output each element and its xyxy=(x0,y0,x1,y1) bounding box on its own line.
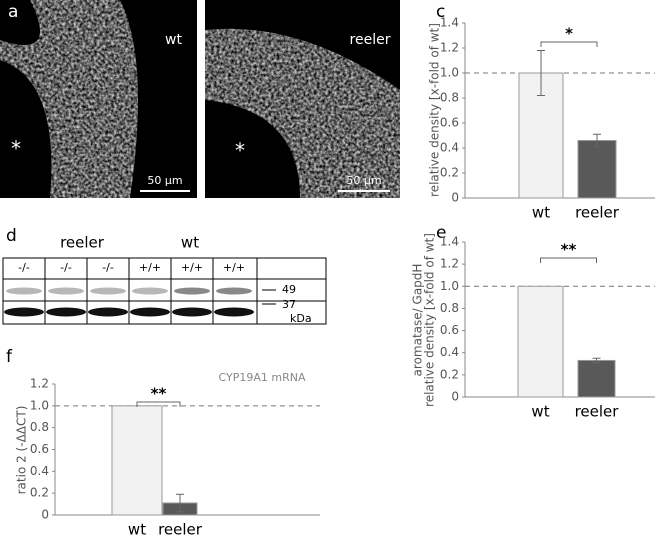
y-axis-label: relative density [x-fold of wt] xyxy=(423,233,437,407)
y-tick-label: 0.6 xyxy=(440,323,459,337)
y-tick-label: 0 xyxy=(451,191,459,205)
panel-b: b reeler * 50 µm xyxy=(205,0,400,198)
panel-letter: b xyxy=(213,2,224,22)
y-tick-label: 0.2 xyxy=(30,486,49,500)
panel-letter: a xyxy=(8,2,18,22)
lane-label: -/- xyxy=(102,261,114,274)
lane-label: +/+ xyxy=(223,261,245,274)
x-tick-label: reeler xyxy=(575,403,620,421)
significance-bracket xyxy=(540,41,598,47)
x-tick-label: reeler xyxy=(575,204,620,222)
asterisk: * xyxy=(235,139,245,163)
panel-d: d reeler wt 49 37 kDa -/- -/- -/- +/+ +/+ +/+ xyxy=(2,226,327,325)
significance-label: ** xyxy=(561,241,577,259)
panel-letter: e xyxy=(436,223,446,243)
band xyxy=(174,287,210,295)
x-tick-label: wt xyxy=(532,204,550,222)
x-tick-label: reeler xyxy=(158,521,203,538)
y-axis-label: relative density [x-fold of wt] xyxy=(428,23,442,197)
y-tick-label: 1.0 xyxy=(30,398,49,412)
band xyxy=(172,307,212,317)
panel-letter: c xyxy=(436,2,445,22)
lane-label: -/- xyxy=(18,261,30,274)
y-tick-label: 0.8 xyxy=(30,420,49,434)
bar xyxy=(577,140,617,199)
group-label: wt xyxy=(181,234,199,252)
y-tick-label: 0.4 xyxy=(440,345,459,359)
lane-label: +/+ xyxy=(181,261,203,274)
marker-label: 37 xyxy=(282,298,296,311)
significance-label: ** xyxy=(151,385,167,403)
y-tick-label: 0.2 xyxy=(440,166,459,180)
y-tick-label: 0.4 xyxy=(30,464,49,478)
significance-label: * xyxy=(565,25,573,43)
band xyxy=(132,287,168,295)
y-tick-label: 1.2 xyxy=(440,41,459,55)
bar xyxy=(577,359,616,398)
lane-label: +/+ xyxy=(139,261,161,274)
significance-bracket xyxy=(136,401,181,407)
panel-letter: f xyxy=(6,347,13,367)
panel-letter: d xyxy=(6,226,17,246)
y-axis-label: aromatase/ GapdH xyxy=(411,264,425,377)
genotype: reeler xyxy=(350,32,391,48)
band xyxy=(216,287,252,295)
scale-label: 50 µm xyxy=(346,174,381,187)
marker-label: 49 xyxy=(282,283,296,296)
y-tick-label: 1.4 xyxy=(440,235,459,249)
band xyxy=(4,307,44,317)
y-tick-label: 1.0 xyxy=(440,66,459,80)
y-tick-label: 1.2 xyxy=(440,257,459,271)
group-label: reeler xyxy=(60,234,105,252)
y-tick-label: 0.8 xyxy=(440,301,459,315)
band xyxy=(214,307,254,317)
y-tick-label: 0.6 xyxy=(30,442,49,456)
y-tick-label: 1.0 xyxy=(440,279,459,293)
band xyxy=(130,307,170,317)
band xyxy=(90,287,126,295)
unit-label: kDa xyxy=(290,312,312,325)
chart-title: CYP19A1 mRNA xyxy=(219,371,306,384)
y-tick-label: 0.2 xyxy=(440,367,459,381)
y-tick-label: 0.8 xyxy=(440,91,459,105)
significance-bracket xyxy=(540,257,597,263)
y-tick-label: 0.4 xyxy=(440,141,459,155)
lane-label: -/- xyxy=(60,261,72,274)
band xyxy=(48,287,84,295)
bar xyxy=(517,285,564,398)
y-tick-label: 0 xyxy=(451,390,459,404)
y-tick-label: 0.6 xyxy=(440,116,459,130)
genotype: wt xyxy=(165,32,182,48)
x-tick-label: wt xyxy=(531,403,549,421)
y-tick-label: 1.4 xyxy=(440,16,459,30)
x-tick-label: wt xyxy=(128,521,146,538)
asterisk: * xyxy=(11,137,21,161)
band xyxy=(6,287,42,295)
band xyxy=(46,307,86,317)
y-tick-label: 1.2 xyxy=(30,377,49,391)
y-axis-label: ratio 2 (-ΔΔCT) xyxy=(15,406,29,495)
y-tick-label: 0 xyxy=(41,508,49,522)
band xyxy=(88,307,128,317)
panel-a: a wt * 50 µm xyxy=(0,0,197,198)
bar xyxy=(111,405,163,516)
scale-label: 50 µm xyxy=(147,174,182,187)
